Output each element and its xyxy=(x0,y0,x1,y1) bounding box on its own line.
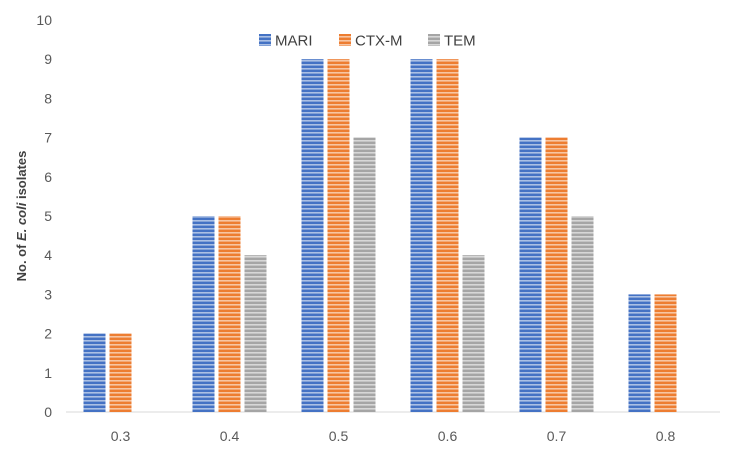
x-tick-label: 0.5 xyxy=(329,428,349,444)
y-axis-label-part-2: E. coli xyxy=(14,202,29,241)
y-tick-label: 4 xyxy=(44,247,52,263)
bar-ctx-m-0.5 xyxy=(327,59,350,412)
bars xyxy=(83,59,677,412)
y-tick-label: 7 xyxy=(44,130,52,146)
bar-mari-0.5 xyxy=(301,59,324,412)
bar-tem-0.5 xyxy=(353,137,376,412)
y-tick-label: 5 xyxy=(44,208,52,224)
y-axis-ticks: 0 1 2 3 4 5 6 7 8 9 10 xyxy=(36,12,52,420)
bar-tem-0.7 xyxy=(571,216,594,412)
bar-ctx-m-0.7 xyxy=(545,137,568,412)
x-tick-label: 0.4 xyxy=(220,428,240,444)
y-tick-label: 0 xyxy=(44,404,52,420)
legend-swatch-tem xyxy=(428,34,440,46)
bar-ctx-m-0.6 xyxy=(436,59,459,412)
x-tick-label: 0.3 xyxy=(111,428,131,444)
y-tick-label: 2 xyxy=(44,326,52,342)
y-tick-label: 9 xyxy=(44,51,52,67)
y-axis-label-part-1: No. of xyxy=(14,241,29,281)
bar-ctx-m-0.4 xyxy=(218,216,241,412)
y-tick-label: 8 xyxy=(44,90,52,106)
bar-ctx-m-0.8 xyxy=(654,294,677,412)
legend-label-tem: TEM xyxy=(444,33,476,50)
legend-swatch-ctx-m xyxy=(339,34,351,46)
bar-mari-0.8 xyxy=(628,294,651,412)
y-axis-label-part-3: isolates xyxy=(14,151,29,203)
legend-swatch-mari xyxy=(259,34,271,46)
legend-label-mari: MARI xyxy=(275,33,313,50)
y-tick-label: 6 xyxy=(44,169,52,185)
legend-label-ctx-m: CTX-M xyxy=(355,33,403,50)
x-axis-ticks: 0.3 0.4 0.5 0.6 0.7 0.8 xyxy=(111,428,676,444)
y-axis-label: No. of E. coli isolates xyxy=(14,151,29,282)
x-tick-label: 0.8 xyxy=(656,428,676,444)
bar-mari-0.6 xyxy=(410,59,433,412)
x-tick-label: 0.6 xyxy=(438,428,458,444)
bar-mari-0.3 xyxy=(83,333,106,412)
bar-tem-0.4 xyxy=(244,255,267,412)
bar-tem-0.6 xyxy=(462,255,485,412)
bar-mari-0.7 xyxy=(519,137,542,412)
y-tick-label: 1 xyxy=(44,365,52,381)
bar-mari-0.4 xyxy=(192,216,215,412)
x-tick-label: 0.7 xyxy=(547,428,567,444)
bar-ctx-m-0.3 xyxy=(109,333,132,412)
y-tick-label: 3 xyxy=(44,286,52,302)
legend: MARI CTX-M TEM xyxy=(259,33,476,50)
y-tick-label: 10 xyxy=(36,12,52,28)
